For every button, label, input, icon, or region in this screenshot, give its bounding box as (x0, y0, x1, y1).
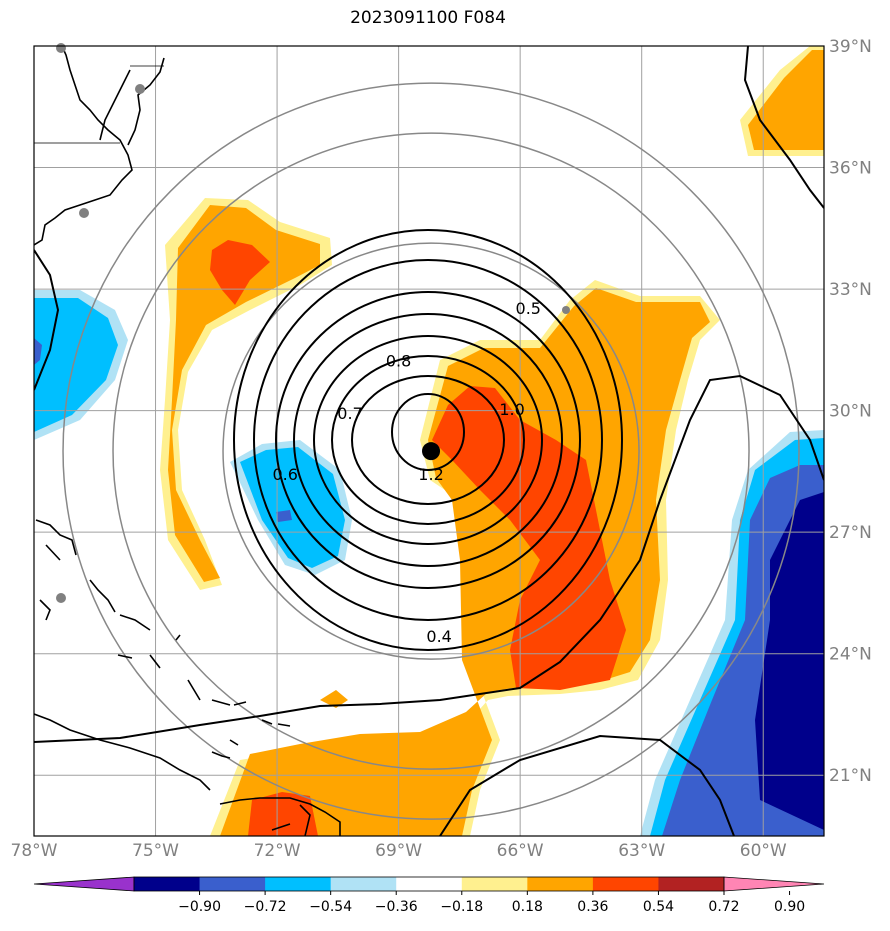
colorbar-segment (134, 877, 201, 891)
lat-label: 39°N (829, 37, 872, 57)
range-ring (112, 132, 750, 770)
plot-frame (33, 45, 825, 837)
colorbar-segment (527, 877, 594, 891)
lat-label: 30°N (829, 402, 872, 422)
city-dot (56, 593, 66, 603)
shaded-fields (34, 46, 824, 836)
contour-label: 0.5 (516, 299, 541, 318)
latitude-labels: 21°N 24°N 27°N 30°N 33°N 36°N 39°N (829, 37, 872, 786)
contours (34, 46, 824, 836)
city-dot (135, 84, 145, 94)
colorbar-tick-label: 0.90 (774, 899, 805, 915)
figure-title: 2023091100 F084 (350, 8, 506, 28)
city-dot (79, 208, 89, 218)
colorbar-segment (396, 877, 463, 891)
contour-ring-6 (331, 355, 525, 525)
gridlines (34, 46, 824, 836)
colorbar-tick-label: −0.90 (178, 899, 221, 915)
colorbar-extend-low (33, 876, 135, 892)
colorbar-frame (133, 876, 725, 892)
coast-us-inlet1 (99, 69, 131, 141)
contour-label: 1.2 (418, 465, 443, 484)
colorbar-tick-label: −0.54 (309, 899, 352, 915)
colorbar-segment (461, 877, 528, 891)
coast-state-line (34, 65, 164, 144)
contour-ring-2 (253, 259, 603, 621)
contour-label: 0.6 (272, 465, 297, 484)
contour-label: 1.0 (499, 400, 524, 419)
colorbar-segment (658, 877, 725, 891)
contour-ring-3 (275, 291, 581, 589)
coast-hispaniola2 (271, 804, 311, 836)
lat-label: 33°N (829, 280, 872, 300)
contour-label: 0.7 (337, 404, 362, 423)
contour-ring-1 (233, 229, 623, 651)
lon-label: 66°W (497, 841, 544, 861)
shade-blue-west (34, 338, 42, 365)
coast-bahamas (35, 519, 291, 759)
colorbar-tick-label: 0.54 (643, 899, 674, 915)
colorbar-tick-label: 0.18 (512, 899, 543, 915)
city-dot (562, 306, 570, 314)
colorbar-tick-label: −0.36 (375, 899, 418, 915)
contour-label: 0.4 (426, 627, 451, 646)
lon-label: 78°W (11, 841, 58, 861)
shade-navy-east (755, 492, 824, 830)
contour-ring-4 (293, 313, 563, 567)
range-rings (62, 82, 800, 820)
lon-label: 72°W (254, 841, 301, 861)
shade-cyan2-west (34, 298, 118, 432)
colorbar-tick-label: 0.36 (577, 899, 608, 915)
lon-label: 60°W (740, 841, 787, 861)
colorbar-segment (330, 877, 397, 891)
coast-cuba (34, 713, 211, 791)
storm-center-marker (422, 442, 441, 461)
coast-us-inlet2 (127, 57, 165, 146)
shade-orange-small (320, 690, 348, 708)
contour-labels: 0.5 0.8 0.7 1.0 0.6 1.2 0.4 (272, 299, 541, 646)
longitude-labels: 78°W 75°W 72°W 69°W 66°W 63°W 60°W (11, 841, 787, 861)
contour-upper (743, 46, 824, 209)
contour-ring-7 (351, 375, 505, 505)
contour-label: 0.8 (386, 352, 411, 371)
shade-orange-ne (748, 50, 824, 150)
lat-label: 24°N (829, 645, 872, 665)
lat-label: 21°N (829, 766, 872, 786)
lon-label: 75°W (132, 841, 179, 861)
colorbar-segment (592, 877, 659, 891)
coast-hispaniola (219, 797, 341, 836)
shade-orange-west (168, 205, 320, 582)
colorbar-tick-label: −0.18 (440, 899, 483, 915)
range-ring (62, 82, 800, 820)
lat-label: 36°N (829, 159, 872, 179)
contour-ring-8 (391, 393, 465, 471)
colorbar-tick-label: −0.72 (244, 899, 287, 915)
shade-blue-center (276, 510, 292, 522)
colorbar-segment (265, 877, 332, 891)
coastlines (34, 46, 341, 836)
city-dot (56, 43, 66, 53)
colorbar: −0.90 −0.72 −0.54 −0.36 −0.18 0.18 0.36 0.54 0.7… (33, 876, 825, 915)
shade-red-south (248, 792, 318, 836)
contour-ring-5 (313, 335, 543, 545)
contour-south (439, 734, 735, 836)
coast-us-east (34, 46, 133, 246)
colorbar-extend-high (723, 876, 825, 892)
contour-outer-04 (34, 374, 824, 743)
lon-label: 63°W (618, 841, 665, 861)
lon-label: 69°W (375, 841, 422, 861)
contour-west (34, 249, 60, 391)
range-ring (222, 242, 640, 660)
lat-label: 27°N (829, 523, 872, 543)
colorbar-segment (199, 877, 266, 891)
colorbar-tick-label: 0.72 (708, 899, 739, 915)
